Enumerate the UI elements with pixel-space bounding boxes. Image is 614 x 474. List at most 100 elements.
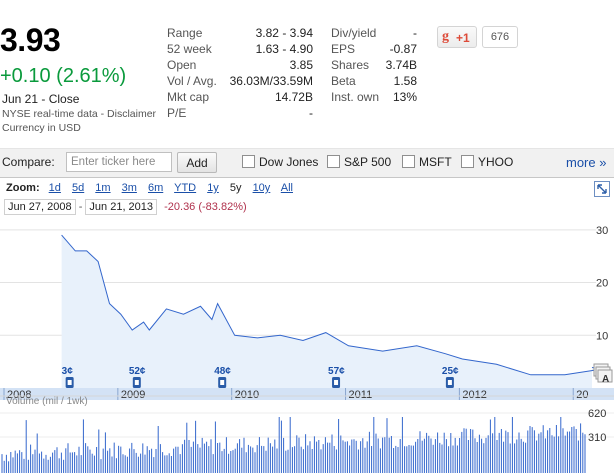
compare-option-label: YHOO <box>478 155 514 169</box>
dividend-marker-icon[interactable] <box>132 377 141 388</box>
event-flag-label: A <box>602 374 609 385</box>
x-tick-label: 20 <box>576 389 588 401</box>
start-date-field[interactable]: Jun 27, 2008 <box>4 199 76 215</box>
stat-shares: Shares 3.74B <box>331 58 417 74</box>
y-tick-label: 30 <box>596 225 608 237</box>
compare-option-msft[interactable]: MSFT <box>402 155 452 169</box>
stat-value: - <box>413 26 417 40</box>
dividend-marker-icon[interactable] <box>218 377 227 388</box>
stat-52-week: 52 week 1.63 - 4.90 <box>167 42 313 58</box>
stat-value: 1.63 - 4.90 <box>255 42 313 56</box>
zoom-5d[interactable]: 5d <box>71 182 85 194</box>
price-change: +0.10 (2.61%) <box>0 65 127 87</box>
stat-value: 13% <box>392 90 417 104</box>
price-line <box>61 234 600 376</box>
dividend-label: 3¢ <box>62 366 74 377</box>
event-flag-icon[interactable]: A <box>593 363 613 385</box>
data-source-disclaimer[interactable]: NYSE real-time data - Disclaimer <box>2 108 157 120</box>
stat-value: 14.72B <box>274 90 313 104</box>
dividend-label: 48¢ <box>214 366 231 377</box>
google-g-icon: g <box>442 29 449 44</box>
stat-label: EPS <box>331 42 356 56</box>
currency-note: Currency in USD <box>2 122 81 134</box>
volume-label: Volume (mil / 1wk) <box>6 396 88 407</box>
compare-option-yhoo[interactable]: YHOO <box>461 155 513 169</box>
zoom-1m[interactable]: 1m <box>95 182 111 194</box>
google-plus-one-button[interactable]: g +1 <box>437 26 477 48</box>
zoom-10y[interactable]: 10y <box>252 182 271 194</box>
checkbox-icon[interactable] <box>242 155 255 168</box>
y-tick-label: 20 <box>596 278 608 290</box>
zoom-5y-selected[interactable]: 5y <box>229 182 242 194</box>
x-tick-label: 2009 <box>121 389 145 401</box>
dividend-marker-icon[interactable] <box>445 377 454 388</box>
zoom-3m[interactable]: 3m <box>121 182 137 194</box>
date-range-row: Jun 27, 2008 - Jun 21, 2013 -20.36 (-83.… <box>4 199 247 215</box>
stat-label: Shares <box>331 58 370 72</box>
stat-pe-ratio: P/E - <box>167 106 313 122</box>
dividend-marker-icon[interactable] <box>332 377 341 388</box>
volume-axis-labels: 620 310 <box>0 395 614 444</box>
x-tick-label: 2011 <box>349 389 373 401</box>
x-axis-labels: 2008 2009 2010 2011 2012 20 <box>3 388 588 401</box>
stat-label: Mkt cap <box>167 90 210 104</box>
stat-value: 3.74B <box>385 58 417 72</box>
y-tick-label: 10 <box>596 330 608 342</box>
stat-eps: EPS -0.87 <box>331 42 417 58</box>
zoom-ytd[interactable]: YTD <box>174 182 197 194</box>
y-axis-labels: 30 20 10 <box>596 225 608 342</box>
stat-value: - <box>309 106 313 120</box>
stat-volume: Vol / Avg. 36.03M/33.59M <box>167 74 313 90</box>
zoom-all[interactable]: All <box>280 182 293 194</box>
stat-value: -0.87 <box>389 42 417 56</box>
plus-one-label: +1 <box>456 31 470 45</box>
compare-option-dow-jones[interactable]: Dow Jones <box>242 155 318 169</box>
compare-bar: Compare: Add Dow Jones S&P 500 MSFT YHOO… <box>0 148 614 177</box>
stat-value: 36.03M/33.59M <box>229 74 313 88</box>
volume-tick-label: 620 <box>588 408 606 420</box>
stat-beta: Beta 1.58 <box>331 74 417 90</box>
stat-label: Beta <box>331 74 356 88</box>
add-button[interactable]: Add <box>177 152 217 173</box>
stat-label: P/E <box>167 106 187 120</box>
dividend-markers: 3¢ 52¢ 48¢ 57¢ 25¢ <box>62 366 459 388</box>
close-date: Jun 21 - Close <box>2 92 80 106</box>
compare-label: Compare: <box>2 155 55 169</box>
dividend-marker-icon[interactable] <box>65 377 74 388</box>
x-axis-band <box>0 388 614 400</box>
stat-label: Inst. own <box>331 90 380 104</box>
x-tick-label: 2008 <box>7 389 31 401</box>
zoom-label: Zoom: <box>6 182 40 194</box>
stock-price: 3.93 <box>0 22 61 58</box>
checkbox-icon[interactable] <box>327 155 340 168</box>
end-date-field[interactable]: Jun 21, 2013 <box>85 199 158 215</box>
ticker-input[interactable] <box>66 152 172 172</box>
zoom-1y[interactable]: 1y <box>207 182 219 194</box>
stat-institutional-ownership: Inst. own 13% <box>331 90 417 106</box>
stat-value: 3.82 - 3.94 <box>255 26 313 40</box>
zoom-1d[interactable]: 1d <box>48 182 61 194</box>
stat-dividend-yield: Div/yield - <box>331 26 417 42</box>
compare-option-label: S&P 500 <box>344 155 392 169</box>
stat-range: Range 3.82 - 3.94 <box>167 26 313 42</box>
chart-panel: Zoom: 1d 5d 1m 3m 6m YTD 1y 5y 10y All J… <box>0 177 614 474</box>
compare-option-sp500[interactable]: S&P 500 <box>327 155 391 169</box>
x-tick-label: 2012 <box>462 389 486 401</box>
checkbox-icon[interactable] <box>402 155 415 168</box>
expand-chart-icon[interactable] <box>594 181 610 197</box>
plus-one-count: 676 <box>482 26 518 48</box>
zoom-6m[interactable]: 6m <box>147 182 164 194</box>
stat-label: 52 week <box>167 42 212 56</box>
checkbox-icon[interactable] <box>461 155 474 168</box>
compare-option-label: Dow Jones <box>259 155 319 169</box>
price-area <box>61 235 600 388</box>
dividend-label: 25¢ <box>442 366 459 377</box>
stat-label: Vol / Avg. <box>167 74 217 88</box>
stat-label: Div/yield <box>331 26 377 40</box>
more-link[interactable]: more » <box>566 155 607 170</box>
stat-value: 1.58 <box>393 74 417 88</box>
range-change-value: -20.36 (-83.82%) <box>164 201 247 213</box>
zoom-controls: Zoom: 1d 5d 1m 3m 6m YTD 1y 5y 10y All <box>6 182 301 194</box>
stat-value: 3.85 <box>289 58 313 72</box>
